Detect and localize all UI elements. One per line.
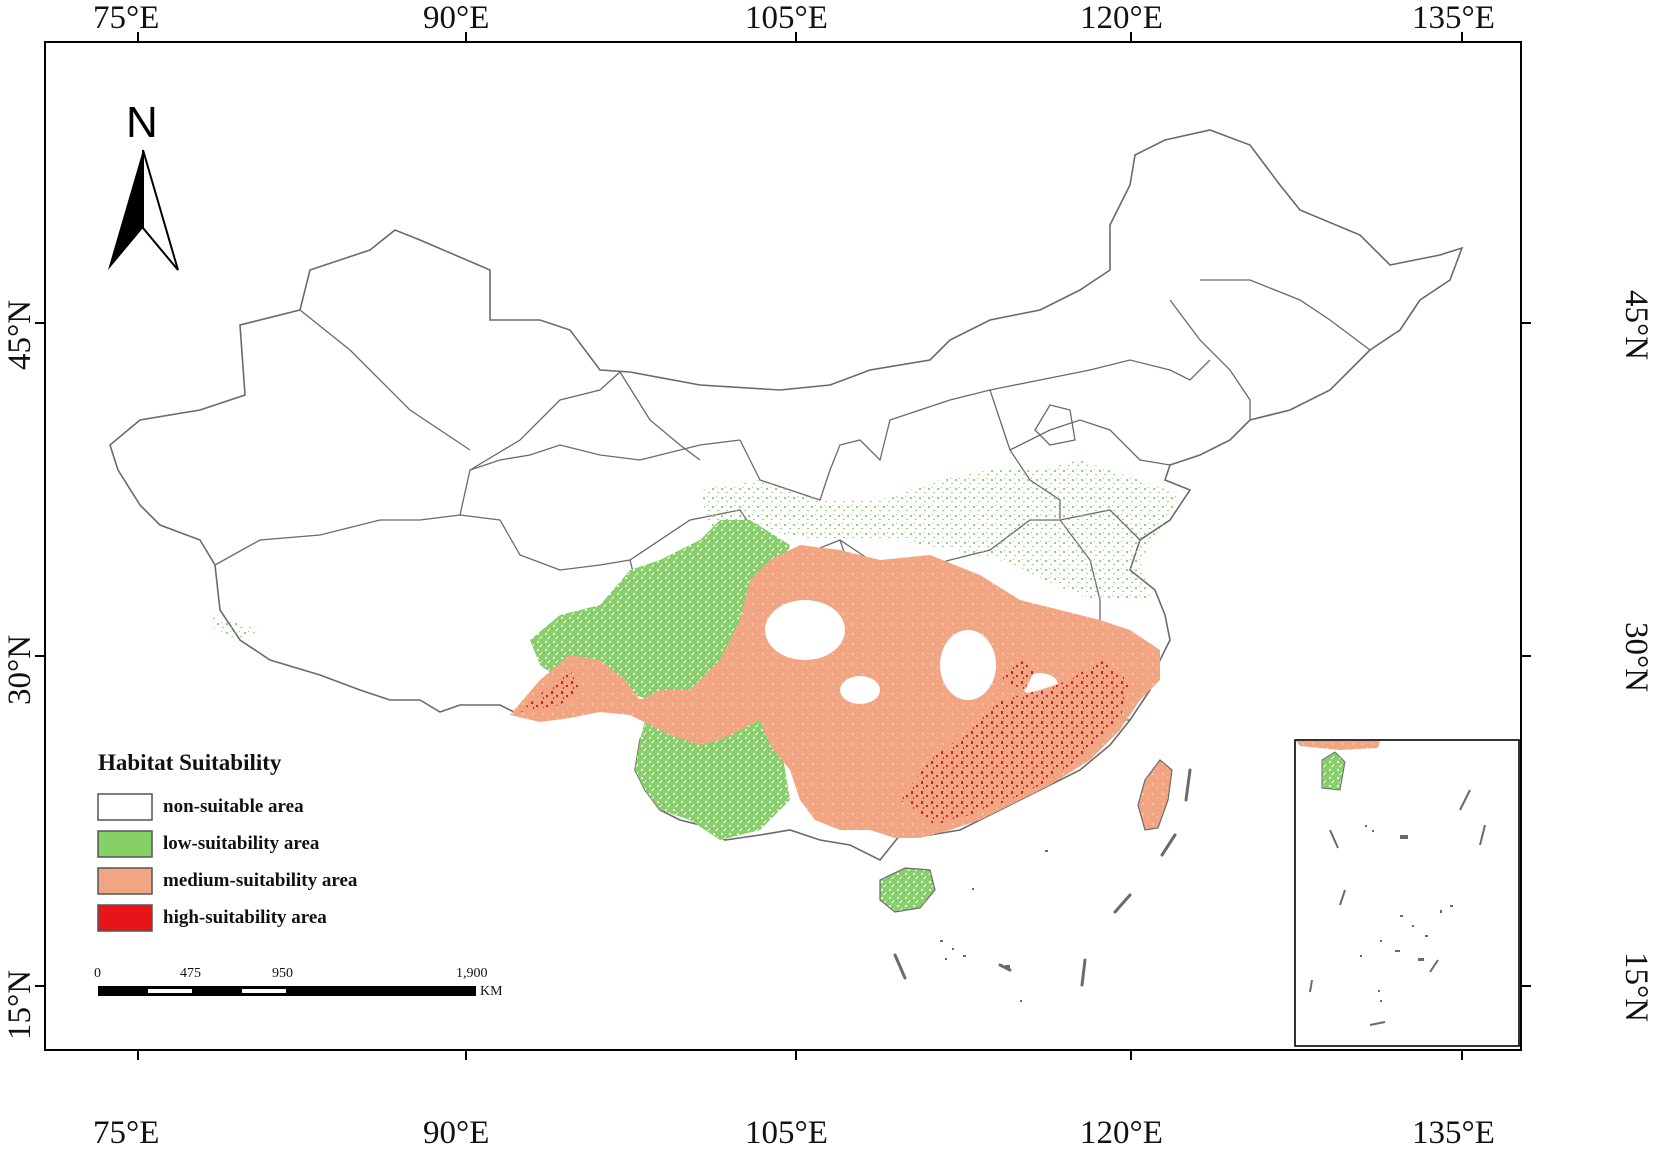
legend-label-high: high-suitability area [163,907,327,928]
legend-swatches [97,793,153,932]
legend-label-non-suitable: non-suitable area [163,796,304,817]
legend-label-medium: medium-suitability area [163,870,358,891]
lon-label-top-75: 75°E [93,0,160,36]
scale-label-475: 475 [180,966,201,981]
lon-label-top-135: 135°E [1412,0,1495,36]
taiwan-island [1137,759,1173,831]
inset-map [1294,739,1520,1047]
lon-label-top-105: 105°E [745,0,828,36]
sea-islets [940,850,1048,1002]
high-suitability-zones [520,660,1130,825]
legend-swatch-0 [97,793,153,821]
low-suitability-region [530,520,790,840]
lon-label-bottom-120: 120°E [1080,1115,1163,1151]
lon-label-top-90: 90°E [423,0,490,36]
lon-label-bottom-90: 90°E [423,1115,490,1151]
scale-label-0: 0 [94,966,101,981]
map-frame [44,41,1522,1051]
hainan-island [879,867,936,913]
lon-label-bottom-75: 75°E [93,1115,160,1151]
graticule-ticks [35,32,1531,1060]
legend-swatch-3 [97,904,153,932]
lon-label-top-120: 120°E [1080,0,1163,36]
legend-label-low: low-suitability area [163,833,320,854]
scale-bar [98,986,476,996]
legend-swatch-1 [97,830,153,858]
scale-label-1900: 1,900 [456,966,488,981]
lon-label-bottom-105: 105°E [745,1115,828,1151]
legend-swatch-2 [97,867,153,895]
legend-title: Habitat Suitability [98,750,282,775]
nine-dash-line [893,768,1192,987]
north-arrow-icon [108,149,179,271]
non-suitable-holes [765,600,1058,704]
north-letter: N [126,98,158,147]
lon-label-bottom-135: 135°E [1412,1115,1495,1151]
scale-unit: KM [480,984,503,999]
scale-label-950: 950 [272,966,293,981]
low-suitability-scatter [210,460,1180,640]
